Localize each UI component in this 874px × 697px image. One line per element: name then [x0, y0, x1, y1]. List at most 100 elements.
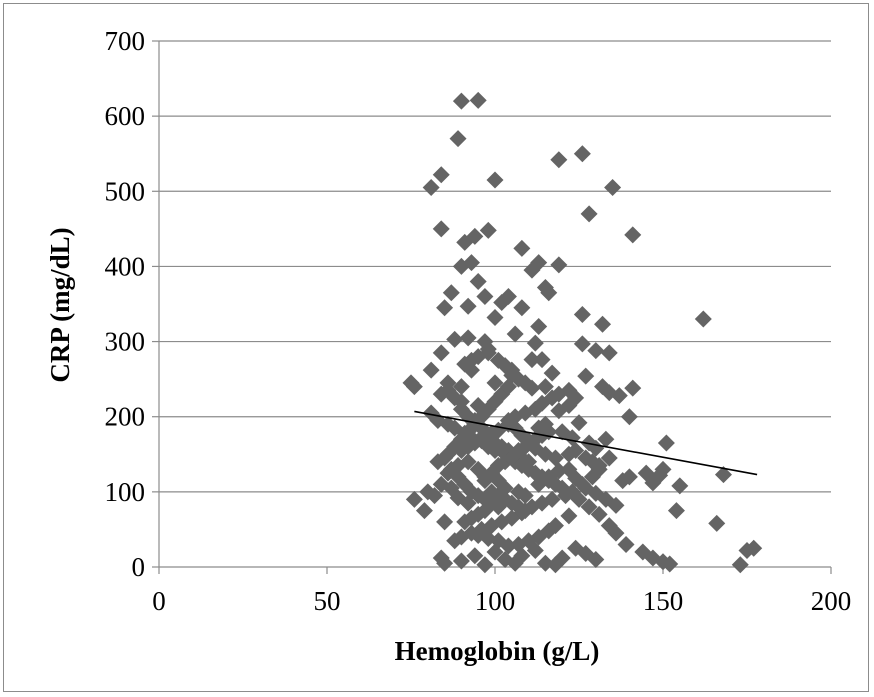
data-point: [523, 261, 541, 279]
data-point: [469, 272, 487, 290]
data-point: [419, 483, 437, 501]
data-point: [567, 389, 585, 407]
data-point: [513, 239, 531, 257]
data-point: [731, 556, 749, 574]
data-point: [600, 344, 618, 362]
data-point: [543, 364, 561, 382]
data-point: [610, 387, 628, 405]
data-point: [546, 449, 564, 467]
data-point: [422, 361, 440, 379]
data-point: [486, 309, 504, 327]
data-point: [667, 502, 685, 520]
gridlines: [159, 40, 831, 493]
x-tick-label: 0: [152, 586, 166, 616]
data-point: [604, 179, 622, 197]
data-point: [536, 415, 554, 433]
data-point: [590, 505, 608, 523]
data-point: [432, 344, 450, 362]
data-point: [513, 299, 531, 317]
data-point: [661, 555, 679, 573]
data-point: [587, 342, 605, 360]
data-point: [415, 502, 433, 520]
data-point: [476, 502, 494, 520]
y-axis-title: CRP (mg/dL): [45, 227, 75, 382]
data-point: [449, 130, 467, 148]
chart-frame: 0 100 200 300 400 500 600 700 0 50 100 150 200 Hemog…: [3, 3, 869, 692]
x-tick-label: 50: [314, 586, 341, 616]
data-point: [432, 166, 450, 184]
data-point: [459, 329, 477, 347]
y-tick-label: 200: [105, 402, 146, 432]
data-point: [469, 526, 487, 544]
x-tick-label: 100: [475, 586, 516, 616]
data-point: [442, 479, 460, 497]
data-point: [446, 330, 464, 348]
data-point: [526, 334, 544, 352]
data-point: [499, 287, 517, 305]
data-point: [607, 524, 625, 542]
scatter-chart: 0 100 200 300 400 500 600 700 0 50 100 150 200 Hemog…: [45, 26, 852, 666]
data-point: [510, 535, 528, 553]
data-point: [657, 434, 675, 452]
data-point: [523, 351, 541, 369]
data-point: [573, 306, 591, 324]
x-axis-title: Hemoglobin (g/L): [395, 636, 600, 666]
y-tick-label: 700: [105, 26, 146, 56]
tick-labels: 0 100 200 300 400 500 600 700 0 50 100 150 200: [105, 26, 852, 616]
data-point: [590, 457, 608, 475]
trendline: [414, 410, 758, 476]
data-point: [550, 151, 568, 169]
data-point: [459, 453, 477, 471]
data-point: [620, 408, 638, 426]
data-point: [466, 227, 484, 245]
data-point: [654, 460, 672, 478]
data-point: [436, 513, 454, 531]
data-point: [479, 221, 497, 239]
data-point: [580, 498, 598, 516]
data-point: [587, 550, 605, 568]
y-tick-label: 600: [105, 101, 146, 131]
data-point: [570, 414, 588, 432]
data-point: [567, 469, 585, 487]
data-point: [405, 378, 423, 396]
data-point: [452, 378, 470, 396]
data-point: [533, 351, 551, 369]
data-point: [573, 335, 591, 353]
data-point: [583, 468, 601, 486]
data-point: [708, 514, 726, 532]
data-point: [476, 287, 494, 305]
data-point: [580, 205, 598, 223]
data-point: [432, 220, 450, 238]
data-point: [553, 479, 571, 497]
data-point: [523, 434, 541, 452]
data-point: [476, 556, 494, 574]
y-tick-label: 100: [105, 477, 146, 507]
data-point: [469, 91, 487, 109]
data-point: [452, 92, 470, 110]
data-point: [530, 318, 548, 336]
data-point: [499, 378, 517, 396]
data-point: [462, 509, 480, 527]
y-tick-label: 0: [132, 552, 146, 582]
data-point: [459, 297, 477, 315]
data-point: [620, 468, 638, 486]
data-point: [479, 344, 497, 362]
x-tick-label: 200: [811, 586, 852, 616]
data-point: [745, 539, 763, 557]
data-point: [510, 498, 528, 516]
data-point: [422, 179, 440, 197]
data-point: [624, 379, 642, 397]
data-point: [516, 502, 534, 520]
data-point: [714, 466, 732, 484]
data-point: [536, 554, 554, 572]
data-point: [452, 552, 470, 570]
data-point: [405, 490, 423, 508]
data-point: [446, 389, 464, 407]
axes: [152, 40, 832, 574]
x-tick-label: 150: [643, 586, 684, 616]
y-tick-label: 400: [105, 251, 146, 281]
data-point: [486, 374, 504, 392]
data-point: [560, 507, 578, 525]
data-point: [506, 325, 524, 343]
trendline-group: [414, 410, 758, 476]
